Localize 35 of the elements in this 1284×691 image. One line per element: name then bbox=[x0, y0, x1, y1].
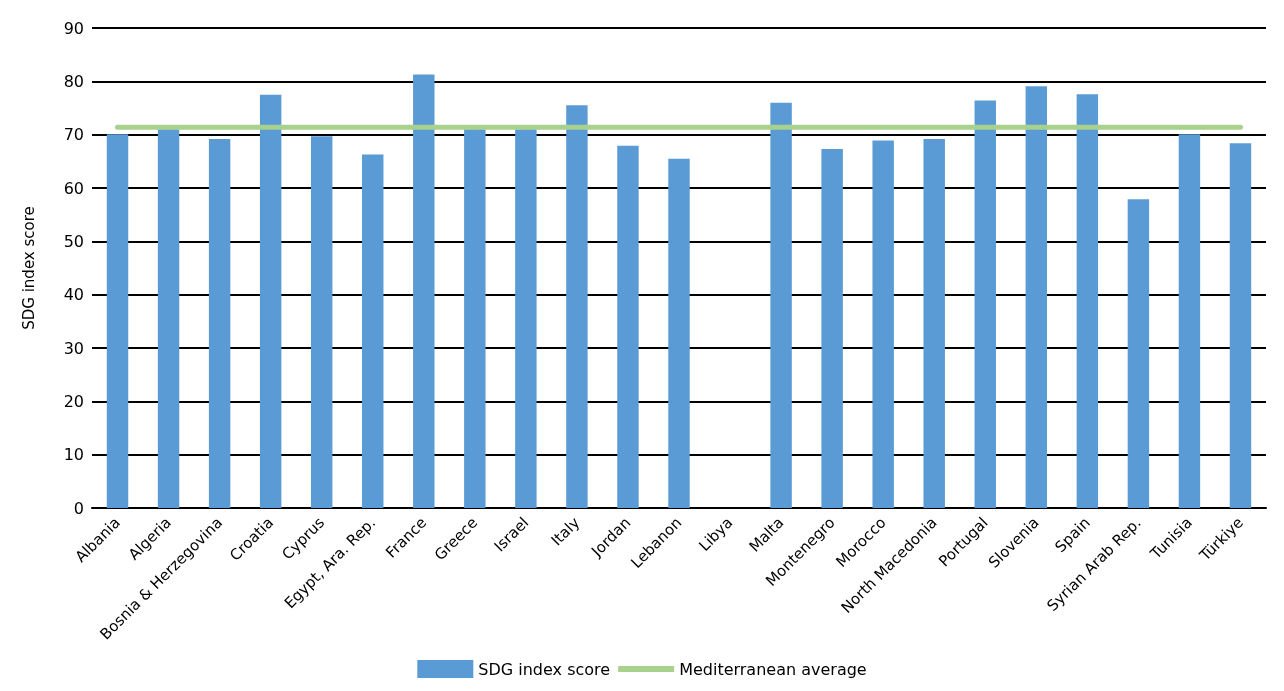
bar bbox=[310, 136, 333, 508]
bar bbox=[1229, 143, 1252, 508]
bar bbox=[923, 138, 945, 508]
bar bbox=[974, 100, 996, 508]
bar bbox=[770, 102, 792, 508]
bar bbox=[872, 140, 894, 508]
bar bbox=[668, 158, 690, 508]
bar bbox=[1127, 199, 1150, 508]
bar bbox=[515, 129, 537, 508]
y-tick-label: 40 bbox=[63, 285, 84, 305]
bar bbox=[208, 138, 231, 508]
bar bbox=[157, 129, 180, 508]
bar bbox=[413, 74, 435, 508]
y-axis-title: SDG index score bbox=[19, 206, 38, 330]
bar bbox=[259, 94, 282, 508]
y-tick-label: 80 bbox=[63, 71, 84, 91]
bar bbox=[821, 149, 843, 508]
legend-label: Mediterranean average bbox=[679, 659, 867, 679]
bar bbox=[106, 134, 129, 508]
bar bbox=[362, 154, 384, 508]
y-tick-label: 0 bbox=[73, 498, 84, 518]
bar bbox=[566, 105, 588, 508]
legend-label: SDG index score bbox=[478, 659, 611, 679]
y-tick-label: 90 bbox=[63, 18, 84, 38]
y-tick-label: 60 bbox=[63, 178, 84, 198]
bar bbox=[1076, 94, 1099, 508]
y-tick-label: 30 bbox=[63, 338, 84, 358]
bar bbox=[617, 145, 639, 508]
y-tick-label: 70 bbox=[63, 125, 84, 145]
y-tick-label: 20 bbox=[63, 391, 84, 411]
bar bbox=[464, 129, 486, 508]
y-tick-label: 50 bbox=[63, 231, 84, 251]
y-tick-label: 10 bbox=[63, 445, 84, 465]
bar bbox=[1178, 134, 1201, 508]
bar bbox=[1025, 86, 1048, 508]
